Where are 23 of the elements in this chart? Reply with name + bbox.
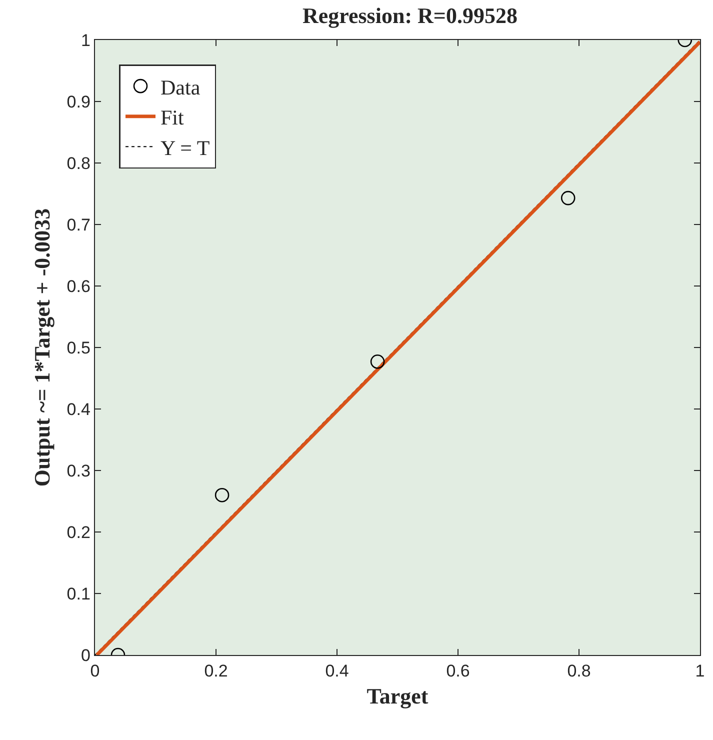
y-tick-label: 0.9 bbox=[66, 92, 90, 112]
y-tick-label: 0.1 bbox=[66, 584, 90, 604]
y-tick-label: 0.3 bbox=[66, 461, 90, 480]
x-tick-label: 1 bbox=[695, 662, 705, 681]
legend-label: Fit bbox=[160, 106, 184, 130]
y-tick-label: 0.2 bbox=[66, 522, 90, 542]
y-tick-label: 0.5 bbox=[66, 338, 90, 358]
x-tick-label: 0.2 bbox=[204, 662, 228, 681]
y-tick-label: 0.6 bbox=[66, 276, 90, 296]
legend-label: Y = T bbox=[160, 136, 210, 160]
point bbox=[370, 354, 385, 369]
y-tick-label: 0.8 bbox=[66, 154, 90, 173]
x-tick-label: 0.4 bbox=[325, 662, 349, 681]
y-tick-label: 0.7 bbox=[66, 215, 90, 234]
x-tick-label: 0.6 bbox=[446, 662, 470, 681]
chart-title: Regression: R=0.99528 bbox=[302, 2, 518, 28]
y-tick-label: 1 bbox=[80, 30, 90, 50]
x-axis-title: Target bbox=[366, 683, 429, 708]
legend-label: Data bbox=[160, 75, 201, 100]
y-tick-label: 0.4 bbox=[66, 400, 90, 419]
y-axis-title: Output ~= 1*Target + -0.0033 bbox=[30, 208, 55, 487]
x-tick-label: 0.8 bbox=[567, 662, 591, 681]
y-tick-label: 0 bbox=[80, 646, 90, 665]
